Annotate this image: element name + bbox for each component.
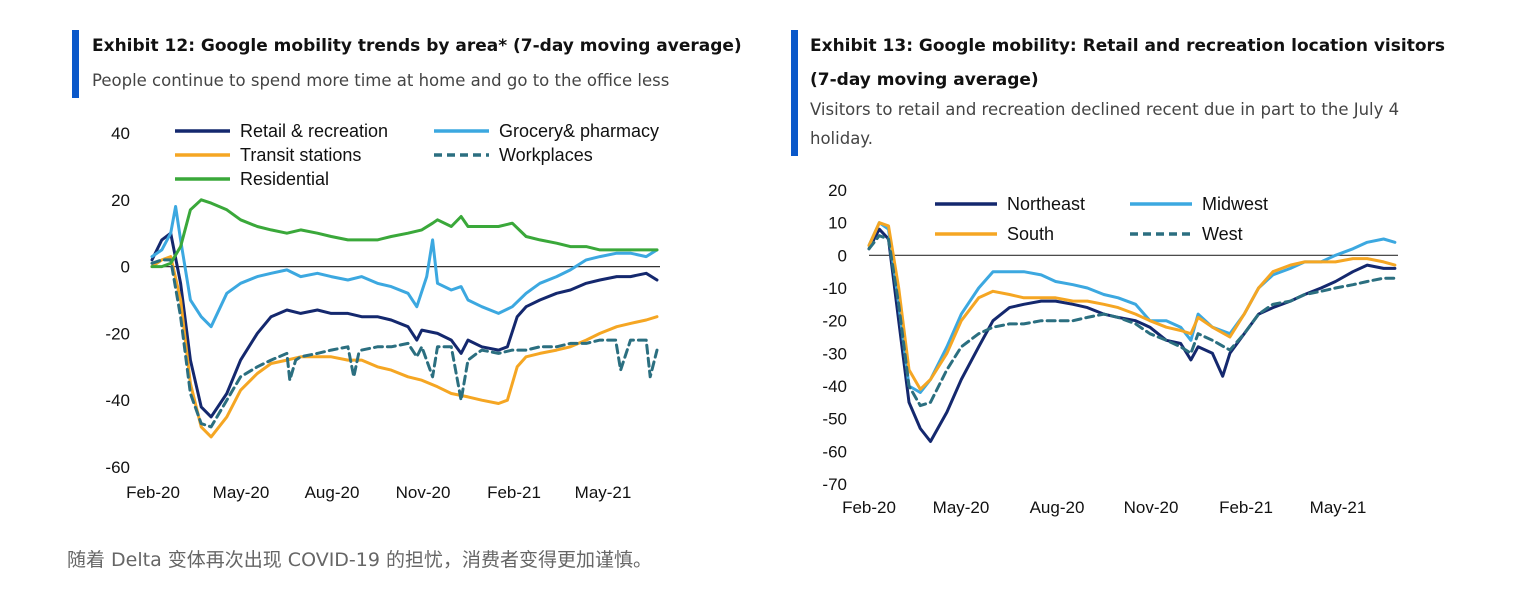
ex13-legend-label-south: South — [1007, 224, 1054, 244]
ex13-xtick-label: Feb-21 — [1219, 498, 1273, 517]
ex13-ytick-label: 20 — [828, 181, 847, 200]
ex12-ytick-label: -60 — [105, 458, 130, 477]
ex13-xtick-label: Aug-20 — [1030, 498, 1085, 517]
ex12-legend-label-residential: Residential — [240, 169, 329, 189]
ex12-ytick-label: -20 — [105, 324, 130, 343]
ex12-series-residential — [150, 198, 659, 269]
ex13-xtick-label: May-21 — [1310, 498, 1367, 517]
ex13-ytick-label: -40 — [822, 377, 847, 396]
ex12-legend-label-workplaces: Workplaces — [499, 145, 593, 165]
ex13-ytick-label: 10 — [828, 214, 847, 233]
ex13-ytick-label: -70 — [822, 475, 847, 494]
exhibit13-subtitle-line2: holiday. — [810, 129, 873, 148]
ex12-legend-label-retail-recreation: Retail & recreation — [240, 121, 388, 141]
ex13-ytick-label: -50 — [822, 410, 847, 429]
article-caption: 随着 Delta 变体再次出现 COVID-19 的担忧，消费者变得更加谨慎。 — [67, 549, 653, 571]
ex13-series-northeast — [867, 227, 1397, 443]
ex12-xtick-label: Feb-20 — [126, 483, 180, 502]
ex13-ytick-label: -30 — [822, 344, 847, 363]
ex12-ytick-label: 20 — [111, 191, 130, 210]
ex12-xtick-label: Aug-20 — [305, 483, 360, 502]
exhibit13-accent-bar — [791, 30, 798, 156]
ex13-series-west — [867, 234, 1397, 408]
ex13-legend-label-northeast: Northeast — [1007, 194, 1085, 214]
ex12-xtick-label: May-20 — [213, 483, 270, 502]
exhibit12-title: Exhibit 12: Google mobility trends by ar… — [92, 36, 742, 56]
ex13-xtick-label: May-20 — [933, 498, 990, 517]
exhibit12-accent-bar — [72, 30, 79, 98]
ex13-ytick-label: -60 — [822, 442, 847, 461]
ex12-legend-label-transit-stations: Transit stations — [240, 145, 361, 165]
exhibit13-title-line2: (7-day moving average) — [810, 70, 1039, 90]
exhibit13-title-line1: Exhibit 13: Google mobility: Retail and … — [810, 36, 1446, 56]
exhibit13-subtitle-line1: Visitors to retail and recreation declin… — [810, 100, 1400, 119]
ex13-ytick-label: -20 — [822, 312, 847, 331]
ex13-series-south — [867, 221, 1397, 391]
ex12-xtick-label: Feb-21 — [487, 483, 541, 502]
ex13-ytick-label: 0 — [838, 246, 847, 265]
exhibit12-subtitle: People continue to spend more time at ho… — [92, 71, 670, 90]
ex12-series-workplaces — [150, 258, 659, 429]
ex12-ytick-label: 0 — [121, 258, 130, 277]
ex13-ytick-label: -10 — [822, 279, 847, 298]
ex12-series-grocery-pharmacy — [150, 205, 659, 329]
ex13-series-midwest — [867, 221, 1397, 394]
ex12-xtick-label: Nov-20 — [396, 483, 451, 502]
ex12-ytick-label: -40 — [105, 391, 130, 410]
ex12-series-transit-stations — [150, 255, 659, 439]
ex13-xtick-label: Nov-20 — [1124, 498, 1179, 517]
ex13-legend-label-midwest: Midwest — [1202, 194, 1268, 214]
ex12-series-retail-recreation — [150, 231, 659, 419]
ex13-legend-label-west: West — [1202, 224, 1243, 244]
ex12-ytick-label: 40 — [111, 124, 130, 143]
ex13-xtick-label: Feb-20 — [842, 498, 896, 517]
ex12-legend-label-grocery-pharmacy: Grocery& pharmacy — [499, 121, 659, 141]
ex12-xtick-label: May-21 — [575, 483, 632, 502]
